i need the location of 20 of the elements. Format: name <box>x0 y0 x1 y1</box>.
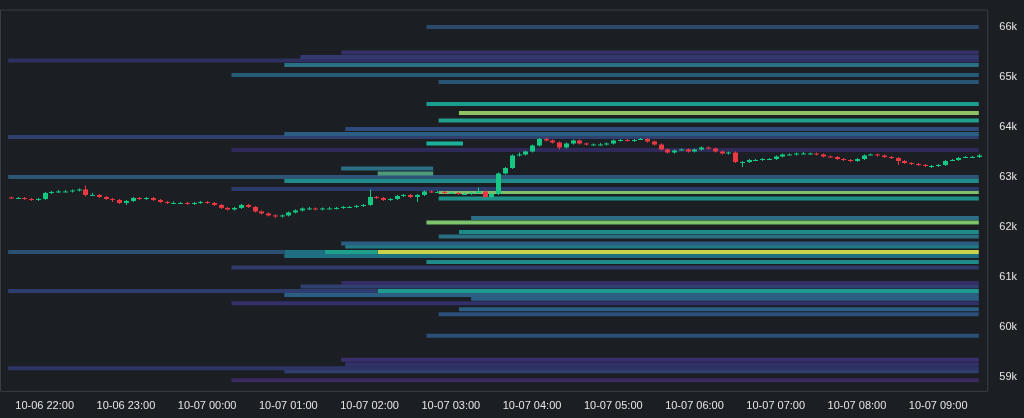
x-tick-label: 10-07 02:00 <box>340 399 399 412</box>
x-tick-label: 10-07 01:00 <box>259 399 318 412</box>
y-tick-label: 64k <box>999 120 1018 133</box>
x-tick-label: 10-07 07:00 <box>746 399 806 412</box>
x-tick-label: 10-06 22:00 <box>15 399 75 412</box>
y-tick-label: 60k <box>999 319 1018 332</box>
y-tick-label: 65k <box>999 70 1018 83</box>
y-tick-label: 63k <box>999 170 1018 182</box>
x-tick-label: 10-07 06:00 <box>665 399 724 412</box>
x-tick-label: 10-07 05:00 <box>583 399 643 412</box>
x-tick-label: 10-07 00:00 <box>177 399 237 412</box>
x-tick-label: 10-07 03:00 <box>421 399 481 412</box>
y-tick-label: 59k <box>999 369 1018 382</box>
y-tick-label: 62k <box>999 219 1018 232</box>
y-tick-label: 66k <box>999 20 1018 33</box>
y-tick-label: 61k <box>999 269 1018 282</box>
x-tick-label: 10-06 23:00 <box>96 399 156 412</box>
x-tick-label: 10-07 08:00 <box>827 399 887 412</box>
x-tick-label: 10-07 09:00 <box>908 399 968 412</box>
x-tick-label: 10-07 04:00 <box>502 399 562 412</box>
